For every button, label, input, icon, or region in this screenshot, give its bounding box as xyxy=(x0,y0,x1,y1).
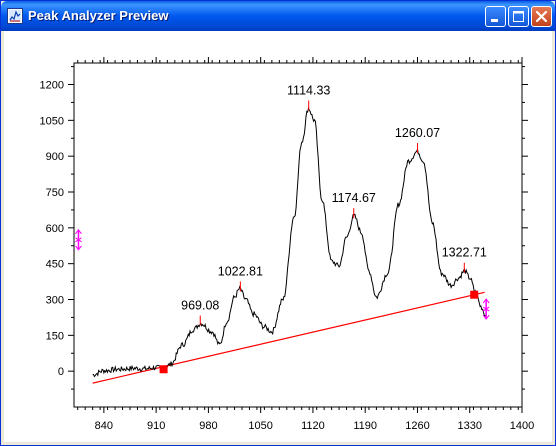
baseline-line xyxy=(92,291,485,384)
peak-label: 1022.81 xyxy=(218,264,263,278)
preview-area: 840 910 980 1050 1120 1190 1260 1330 1400 0 150 300… xyxy=(4,31,552,442)
y-tick-label: 900 xyxy=(46,151,64,163)
minimize-button[interactable] xyxy=(485,6,506,27)
x-tick-label: 1050 xyxy=(248,420,272,432)
y-tick-label: 1200 xyxy=(40,80,64,92)
plot-frame xyxy=(73,62,523,408)
peak-label: 1114.33 xyxy=(287,83,330,97)
baseline-anchor-point[interactable] xyxy=(470,290,479,299)
close-icon xyxy=(535,10,548,23)
peak-analyzer-icon xyxy=(7,8,23,24)
peak-label: 1174.67 xyxy=(332,191,376,205)
window-title: Peak Analyzer Preview xyxy=(28,8,169,23)
x-tick-label: 1330 xyxy=(457,420,481,432)
roi-marker-icon[interactable] xyxy=(75,228,82,251)
anchor-layer[interactable] xyxy=(159,290,479,374)
roi-marker-arrows xyxy=(75,228,82,251)
peak-label: 1322.71 xyxy=(442,246,487,260)
y-tick-label: 0 xyxy=(58,366,64,378)
baseline-layer xyxy=(92,291,485,384)
roi-layer[interactable] xyxy=(75,228,490,320)
x-tick-label: 910 xyxy=(147,420,165,432)
y-tick-label: 150 xyxy=(46,330,64,342)
y-tick-label: 300 xyxy=(46,295,64,307)
peak-label: 969.08 xyxy=(181,299,219,313)
peak-label: 1260.07 xyxy=(395,126,440,140)
x-tick-label: 1400 xyxy=(510,420,534,432)
spectrum-line xyxy=(92,106,487,378)
spectrum-layer xyxy=(92,106,487,378)
baseline-anchor-point[interactable] xyxy=(159,365,168,374)
spectrum-chart[interactable]: 840 910 980 1050 1120 1190 1260 1330 1400 0 150 300… xyxy=(4,31,552,442)
roi-marker-icon[interactable] xyxy=(482,298,490,320)
minimize-icon xyxy=(491,19,498,22)
close-button[interactable] xyxy=(531,6,552,27)
x-tick-label: 980 xyxy=(199,420,217,432)
y-tick-label: 750 xyxy=(46,187,64,199)
y-tick-label: 450 xyxy=(46,259,64,271)
roi-marker-arrows xyxy=(482,298,490,320)
peak-layer: 969.08 1022.81 1114.33 1174.67 1260.07 1322.7… xyxy=(181,83,487,326)
x-tick-label: 840 xyxy=(95,420,113,432)
maximize-button[interactable] xyxy=(508,6,529,27)
x-tick-label: 1260 xyxy=(405,420,429,432)
x-tick-label: 1120 xyxy=(301,420,325,432)
y-tick-label: 600 xyxy=(46,223,64,235)
maximize-icon xyxy=(513,11,524,22)
y-tick-label: 1050 xyxy=(40,115,64,127)
axes: 840 910 980 1050 1120 1190 1260 1330 1400 0 150 300… xyxy=(40,57,534,432)
title-bar[interactable]: Peak Analyzer Preview xyxy=(1,1,555,31)
x-tick-label: 1190 xyxy=(353,420,377,432)
